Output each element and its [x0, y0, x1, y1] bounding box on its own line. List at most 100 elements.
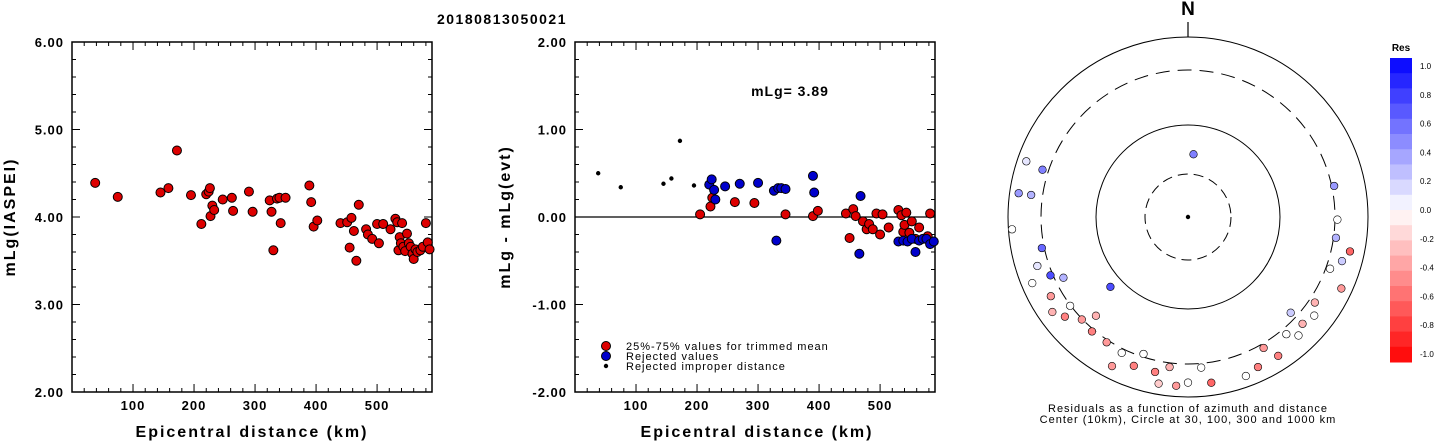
data-points: [595, 138, 939, 259]
legend-marker-trimmed: [601, 341, 611, 351]
data-point: [729, 197, 740, 208]
residual-point: [1102, 338, 1111, 347]
caption-line-2: Center (10km), Circle at 30, 100, 300 an…: [1040, 414, 1337, 426]
residual-point: [1345, 247, 1355, 256]
x-tick-label: 500: [365, 398, 390, 413]
data-point: [266, 206, 277, 217]
residual-point: [1077, 315, 1086, 324]
residual-point: [1087, 327, 1097, 336]
polar-points: [1007, 150, 1355, 390]
residual-point: [1007, 225, 1017, 234]
colorbar-tick-label: -1.0: [1420, 350, 1434, 359]
colorbar-tick-label: 0.6: [1420, 120, 1432, 129]
y-tick-label: 2.00: [538, 35, 567, 50]
data-point: [209, 205, 220, 215]
data-point: [196, 219, 207, 229]
data-point: [344, 242, 355, 253]
panel-mlg-iaspei: 100 200 300 400 500 2.00 3.00 4.00 5.00 6.00 Epic…: [2, 35, 435, 441]
residual-point: [1129, 361, 1138, 370]
y-tick-label: 1.00: [538, 123, 567, 138]
residual-point: [1325, 264, 1335, 273]
data-point: [247, 206, 258, 217]
colorbar-tick-label: 1.0: [1420, 62, 1432, 71]
colorbar-cell: [1390, 255, 1412, 272]
data-point: [204, 183, 215, 194]
data-point: [812, 205, 823, 216]
tick-labels: 100 200 300 400 500 -2.00 -1.00 0.00 1.00 2.00: [532, 35, 891, 413]
residual-point: [1150, 367, 1160, 377]
y-tick-label: -1.00: [532, 298, 567, 313]
residual-point: [1310, 298, 1319, 307]
residual-point: [1027, 190, 1036, 200]
residual-point: [1037, 243, 1046, 253]
data-point: [185, 190, 196, 201]
residual-point: [1107, 362, 1117, 371]
residual-point: [1207, 378, 1216, 387]
data-point: [901, 207, 912, 218]
residual-point: [1333, 215, 1342, 224]
colorbar-cell: [1390, 346, 1412, 363]
data-point: [840, 208, 851, 219]
x-axis-label: Epicentral distance (km): [641, 424, 874, 441]
data-point: [226, 192, 237, 203]
colorbar-tick-label: 0.4: [1420, 148, 1432, 157]
colorbar-cell: [1390, 210, 1412, 226]
residual-point: [1294, 331, 1303, 340]
data-point: [854, 248, 865, 259]
data-point: [280, 192, 291, 203]
residual-point: [1331, 233, 1341, 242]
colorbar-cell: [1390, 225, 1412, 241]
colorbar-cell: [1390, 270, 1412, 287]
data-point: [809, 187, 820, 198]
data-point: [275, 218, 286, 229]
colorbar-cell: [1390, 134, 1412, 150]
y-tick-label: 0.00: [538, 210, 567, 225]
residual-point: [1337, 257, 1347, 266]
data-point: [780, 209, 791, 220]
x-tick-label: 100: [624, 398, 649, 413]
y-tick-label: 2.00: [35, 385, 64, 400]
data-point: [734, 178, 745, 189]
residual-point: [1154, 379, 1163, 388]
residual-point: [1259, 343, 1268, 353]
data-point: [155, 187, 166, 198]
residual-point: [1183, 378, 1193, 387]
residual-point: [1038, 165, 1047, 174]
data-point: [710, 194, 721, 205]
colorbar-tick-label: -0.2: [1420, 235, 1434, 244]
colorbar-cell: [1390, 240, 1412, 257]
panel-mlg-residual: 100 200 300 400 500 -2.00 -1.00 0.00 1.00 2.00 mL…: [497, 35, 939, 441]
colorbar-cell: [1390, 164, 1412, 181]
colorbar-cell: [1390, 103, 1412, 120]
caption-line-1: Residuals as a function of azimuth and d…: [1048, 403, 1328, 415]
legend-marker-improper: [603, 363, 609, 369]
residual-point: [1189, 150, 1198, 159]
data-point: [401, 228, 412, 239]
residual-point: [1330, 181, 1339, 191]
x-tick-label: 200: [685, 398, 710, 413]
residual-point: [1139, 349, 1148, 359]
data-point: [353, 199, 364, 210]
data-point: [661, 181, 666, 186]
north-label: N: [1181, 0, 1195, 20]
data-point: [925, 208, 936, 219]
data-point: [171, 145, 182, 156]
colorbar-cell: [1390, 179, 1412, 196]
colorbar-cell: [1390, 331, 1412, 348]
colorbar-tick-label: -0.8: [1420, 321, 1434, 330]
residual-point: [1117, 348, 1126, 357]
residual-point: [1310, 311, 1319, 320]
residual-point: [1253, 362, 1263, 372]
data-point: [877, 209, 888, 220]
data-point: [268, 245, 279, 256]
colorbar-tick-label: 0.2: [1420, 177, 1432, 186]
residual-point: [1066, 301, 1075, 310]
residual-point: [1048, 307, 1057, 317]
data-point: [397, 218, 408, 229]
data-point: [217, 194, 228, 205]
data-point: [807, 170, 818, 181]
data-points: [90, 145, 435, 266]
residual-point: [1046, 292, 1055, 301]
residual-point: [1337, 284, 1346, 293]
